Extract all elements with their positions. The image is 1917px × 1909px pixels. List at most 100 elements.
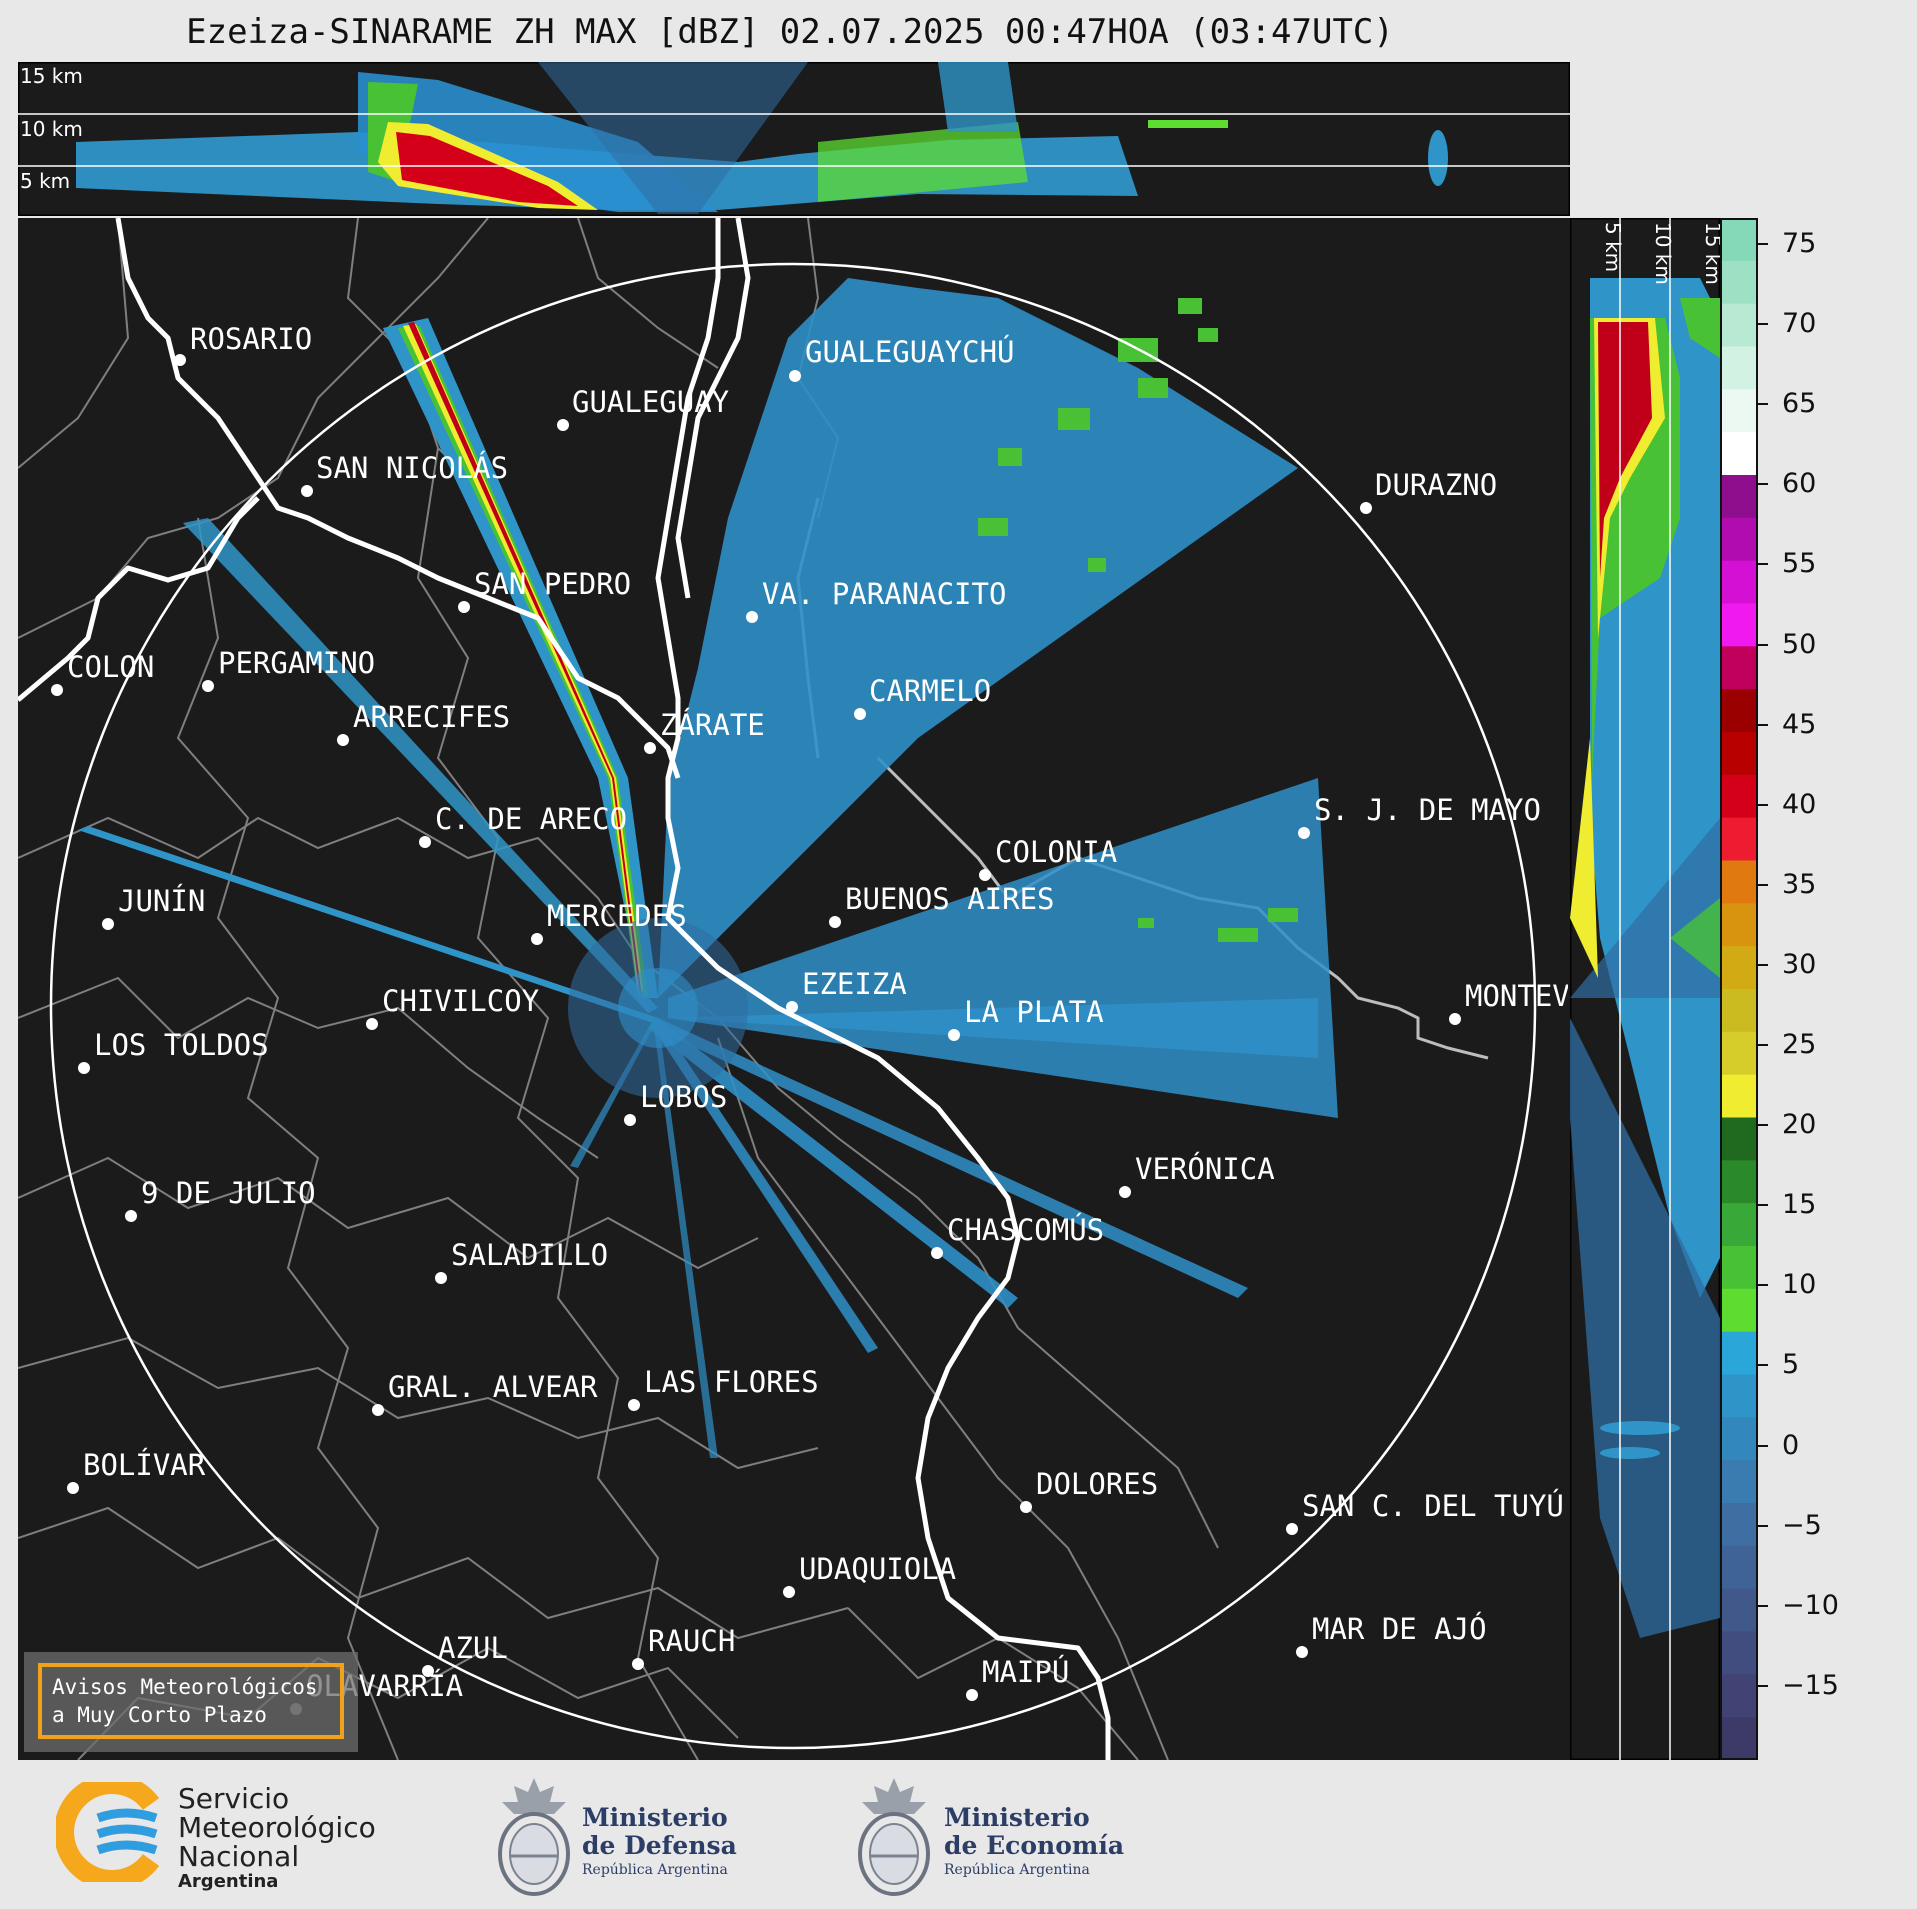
colorbar-swatch — [1720, 1417, 1758, 1461]
defensa-logo-text: Ministerio de Defensa República Argentin… — [582, 1804, 737, 1880]
colorbar-tick-label: 50 — [1782, 628, 1817, 660]
city-dot — [854, 708, 866, 720]
city-dot — [337, 734, 349, 746]
colorbar-swatch — [1720, 346, 1758, 390]
side-cross-section — [1570, 218, 1720, 1760]
colorbar-tick-mark — [1758, 1604, 1768, 1607]
city-label: LAS FLORES — [644, 1365, 819, 1399]
colorbar-swatch — [1720, 860, 1758, 904]
colorbar-swatch — [1720, 946, 1758, 990]
colorbar-swatch — [1720, 774, 1758, 819]
colorbar-swatch — [1720, 603, 1758, 647]
city-label: EZEIZA — [802, 967, 907, 1001]
colorbar — [1720, 218, 1758, 1760]
colorbar-swatch — [1720, 1631, 1758, 1675]
colorbar-tick-mark — [1758, 323, 1768, 326]
city-label: CARMELO — [869, 674, 992, 708]
city-dot — [102, 918, 114, 930]
colorbar-swatch — [1720, 260, 1758, 305]
colorbar-tick-label: −10 — [1782, 1589, 1839, 1621]
city-dot — [366, 1018, 378, 1030]
colorbar-swatch — [1720, 903, 1758, 947]
city-dot — [1020, 1501, 1032, 1513]
colorbar-swatch — [1720, 646, 1758, 690]
city-dot — [422, 1665, 434, 1677]
defensa-line-2: de Defensa — [582, 1831, 737, 1860]
smn-logo-icon — [56, 1782, 160, 1882]
colorbar-swatch — [1720, 1246, 1758, 1290]
city-label: ARRECIFES — [353, 700, 511, 734]
city-label: COLONIA — [995, 835, 1118, 869]
city-dot — [301, 485, 313, 497]
colorbar-tick-mark — [1758, 963, 1768, 966]
city-dot — [67, 1482, 79, 1494]
colorbar-swatch — [1720, 389, 1758, 433]
city-dot — [531, 933, 543, 945]
colorbar-tick-mark — [1758, 1524, 1768, 1527]
city-dot — [435, 1272, 447, 1284]
city-label: COLON — [67, 650, 155, 684]
colorbar-tick-mark — [1758, 243, 1768, 245]
colorbar-swatch — [1720, 1717, 1758, 1760]
colorbar-tick-mark — [1758, 1204, 1768, 1207]
city-dot — [1360, 502, 1372, 514]
city-label: DOLORES — [1036, 1467, 1159, 1501]
smn-logo-text: Servicio Meteorológico Nacional Argentin… — [178, 1784, 376, 1893]
colorbar-tick-label: 40 — [1782, 788, 1817, 820]
city-label: ZÁRATE — [660, 708, 765, 742]
alert-button[interactable]: Avisos Meteorológicos a Muy Corto Plazo — [38, 1663, 344, 1739]
colorbar-swatch — [1720, 218, 1758, 262]
city-label: AZUL — [438, 1631, 508, 1665]
colorbar-swatch — [1720, 432, 1758, 476]
colorbar-tick-label: 25 — [1782, 1029, 1817, 1060]
colorbar-tick-mark — [1758, 803, 1768, 806]
city-label: MAR DE AJÓ — [1312, 1612, 1487, 1646]
city-label: MAIPÚ — [982, 1655, 1070, 1689]
colorbar-tick-mark — [1758, 643, 1768, 646]
colorbar-tick-label: 55 — [1782, 548, 1817, 580]
colorbar-tick-label: 15 — [1782, 1189, 1817, 1221]
city-dot — [51, 684, 63, 696]
city-dot — [979, 869, 991, 881]
city-label: S. J. DE MAYO — [1314, 793, 1541, 827]
city-label: VERÓNICA — [1135, 1152, 1275, 1186]
colorbar-swatch — [1720, 1460, 1758, 1504]
colorbar-swatch — [1720, 475, 1758, 519]
height-label-5km: 5 km — [20, 169, 71, 193]
city-dot — [458, 601, 470, 613]
city-label: CHASCOMÚS — [947, 1213, 1105, 1247]
city-label: SAN NICOLÁS — [316, 451, 509, 485]
city-dot — [789, 370, 801, 382]
colorbar-tick-label: 70 — [1782, 308, 1817, 340]
smn-line-1: Servicio — [178, 1782, 290, 1815]
colorbar-tick-mark — [1758, 483, 1768, 486]
city-label: DURAZNO — [1375, 468, 1498, 502]
colorbar-tick-label: 35 — [1782, 868, 1817, 900]
colorbar-swatch — [1720, 732, 1758, 776]
colorbar-tick-mark — [1758, 723, 1768, 726]
colorbar-tick-label: 20 — [1782, 1109, 1817, 1141]
colorbar-swatch — [1720, 1117, 1758, 1161]
city-dot — [783, 1586, 795, 1598]
city-dot — [948, 1029, 960, 1041]
city-label: BOLÍVAR — [83, 1448, 206, 1482]
colorbar-swatch — [1720, 1545, 1758, 1590]
city-dot — [419, 836, 431, 848]
city-dot — [829, 916, 841, 928]
city-label: UDAQUIOLA — [799, 1552, 957, 1586]
colorbar-swatch — [1720, 689, 1758, 733]
economia-line-2: de Economía — [944, 1831, 1125, 1860]
colorbar-swatch — [1720, 303, 1758, 348]
city-dot — [1119, 1186, 1131, 1198]
city-dot — [1286, 1523, 1298, 1535]
figure-title: Ezeiza-SINARAME ZH MAX [dBZ] 02.07.2025 … — [186, 12, 1394, 52]
economia-line-1: Ministerio — [944, 1803, 1090, 1832]
colorbar-swatch — [1720, 517, 1758, 562]
city-label: 9 DE JULIO — [141, 1176, 316, 1210]
colorbar-tick-mark — [1758, 1284, 1768, 1287]
colorbar-swatch — [1720, 817, 1758, 862]
colorbar-swatch — [1720, 560, 1758, 605]
colorbar-tick-label: 30 — [1782, 948, 1817, 980]
city-label: C. DE ARECO — [435, 802, 628, 836]
colorbar-tick-label: 65 — [1782, 388, 1817, 420]
